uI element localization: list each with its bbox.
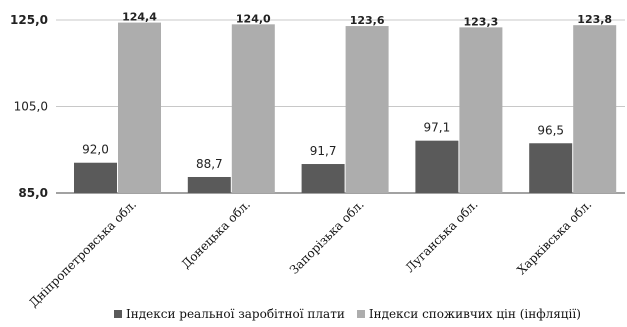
legend-item-real-wage: Індекси реальної заробітної плати	[114, 307, 345, 321]
bar-series-0-3	[415, 140, 459, 193]
bar-series-1-4	[573, 25, 617, 193]
legend-label-cpi: Індекси споживчих цін (інфляції)	[368, 307, 581, 321]
bar-series-1-0	[118, 22, 161, 193]
data-label-series-1-1: 124,0	[236, 12, 271, 25]
bar-series-1-3	[459, 27, 503, 193]
bars	[74, 22, 617, 194]
bar-series-1-1	[231, 24, 275, 194]
legend-swatch-real-wage	[114, 310, 122, 318]
x-category-label-3: Луганська обл.	[403, 197, 481, 275]
data-label-series-0-1: 88,7	[196, 157, 223, 171]
x-axis-category-labels: Дніпропетровська обл. Донецька обл. Запорі…	[26, 197, 594, 310]
x-category-label-4: Харківська обл.	[514, 197, 594, 277]
legend-item-cpi: Індекси споживчих цін (інфляції)	[356, 307, 581, 321]
bar-series-0-2	[301, 164, 345, 193]
data-label-series-0-0: 92,0	[82, 143, 109, 157]
y-tick-label-105: 105,0	[14, 100, 48, 114]
x-category-label-1: Донецька обл.	[179, 197, 253, 271]
data-label-series-1-3: 123,3	[464, 15, 499, 28]
bar-series-0-4	[529, 143, 573, 193]
bar-series-0-1	[187, 176, 231, 193]
data-label-series-1-0: 124,4	[122, 11, 157, 24]
x-category-label-2: Запорізька обл.	[287, 197, 367, 277]
x-category-label-0: Дніпропетровська обл.	[26, 197, 139, 310]
data-label-series-0-2: 91,7	[310, 144, 337, 158]
legend-label-real-wage: Індекси реальної заробітної плати	[126, 307, 345, 321]
data-label-series-1-2: 123,6	[350, 14, 385, 27]
bar-series-0-0	[74, 162, 117, 193]
y-tick-label-125: 125,0	[10, 13, 48, 27]
data-label-series-0-4: 96,5	[537, 123, 564, 137]
bar-series-1-2	[345, 26, 389, 194]
legend: Індекси реальної заробітної плати Індекс…	[114, 307, 593, 321]
y-tick-label-85: 85,0	[18, 186, 48, 200]
legend-swatch-cpi	[356, 310, 365, 318]
y-axis-tick-labels: 85,0 105,0 125,0	[10, 13, 48, 200]
data-label-series-0-3: 97,1	[424, 121, 451, 135]
data-label-series-1-4: 123,8	[577, 13, 612, 26]
data-labels: 92,0 88,7 91,7 97,1 96,5 124,4 124,0 123,6 123,3…	[82, 11, 612, 171]
